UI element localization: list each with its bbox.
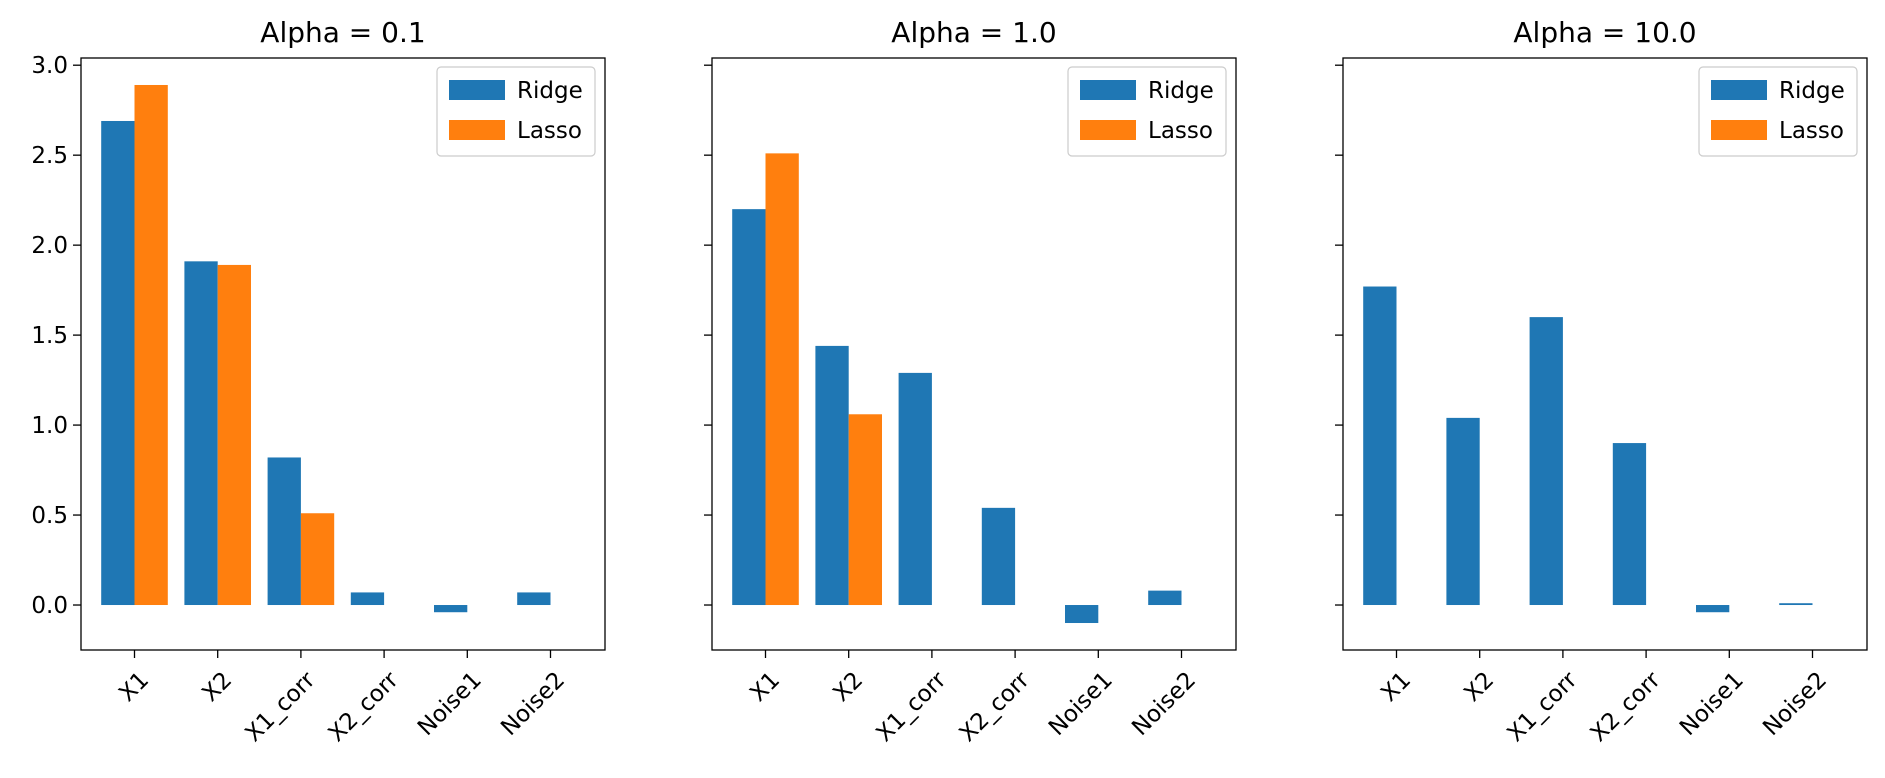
chart-title: Alpha = 1.0 xyxy=(891,16,1056,49)
y-tick-label: 3.0 xyxy=(31,53,68,79)
bar-lasso-x1 xyxy=(765,153,799,606)
bar-ridge-x1 xyxy=(732,209,766,606)
y-tick-label: 1.5 xyxy=(31,323,68,349)
legend: Ridge Lasso xyxy=(436,66,596,157)
legend-swatch-ridge xyxy=(1711,80,1767,100)
legend-swatch-ridge xyxy=(449,80,505,100)
axes-frame xyxy=(711,57,1237,651)
x-tick-label-noise2: Noise2 xyxy=(1127,667,1201,741)
x-tick-label-x1_corr: X1_corr xyxy=(240,667,320,747)
x-tick-label-noise1: Noise1 xyxy=(1044,667,1118,741)
legend-label-ridge: Ridge xyxy=(517,78,583,104)
x-tick-label-x1_corr: X1_corr xyxy=(1502,667,1582,747)
bar-ridge-x2_corr xyxy=(1612,443,1647,606)
x-tick-label-x2: X2 xyxy=(197,667,237,707)
bar-ridge-x1_corr xyxy=(267,457,301,606)
legend: Ridge Lasso xyxy=(1067,66,1227,157)
bar-lasso-x2 xyxy=(848,414,882,606)
x-tick-label-x1: X1 xyxy=(114,667,154,707)
x-tick-label-noise2: Noise2 xyxy=(496,667,570,741)
x-tick-label-noise2: Noise2 xyxy=(1758,667,1832,741)
legend-swatch-ridge xyxy=(1080,80,1136,100)
legend-label-lasso: Lasso xyxy=(1148,118,1213,144)
x-tick-label-x2_corr: X2_corr xyxy=(955,667,1035,747)
axes-frame xyxy=(1342,57,1868,651)
legend-label-ridge: Ridge xyxy=(1779,78,1845,104)
subplot-3: X1 X2 X1_corr X2_corr Noise1 Noise2 Alpha = 10… xyxy=(1335,16,1868,747)
legend-swatch-lasso xyxy=(1080,120,1136,140)
x-tick-label-x2: X2 xyxy=(1459,667,1499,707)
bar-ridge-noise1 xyxy=(1696,605,1730,613)
x-tick-label-x1: X1 xyxy=(1376,667,1416,707)
x-tick-label-noise1: Noise1 xyxy=(1675,667,1749,741)
subplot-2: X1 X2 X1_corr X2_corr Noise1 Noise2 Alpha = 1.… xyxy=(704,16,1237,747)
bar-ridge-x2_corr xyxy=(350,592,385,606)
x-tick-label-x2_corr: X2_corr xyxy=(324,667,404,747)
legend-label-lasso: Lasso xyxy=(517,118,582,144)
x-tick-label-x1: X1 xyxy=(745,667,785,707)
bar-lasso-x1 xyxy=(134,84,168,606)
x-tick-label-noise1: Noise1 xyxy=(413,667,487,741)
bar-ridge-x1_corr xyxy=(1529,317,1563,606)
bar-ridge-noise1 xyxy=(1065,605,1099,624)
x-tick-label-x2_corr: X2_corr xyxy=(1586,667,1666,747)
y-tick-label: 0.5 xyxy=(31,503,68,529)
legend-swatch-lasso xyxy=(1711,120,1767,140)
x-tick-label-x2: X2 xyxy=(828,667,868,707)
legend-label-ridge: Ridge xyxy=(1148,78,1214,104)
bar-ridge-x1 xyxy=(101,120,135,606)
bar-ridge-x2 xyxy=(815,345,849,606)
subplot-1: 0.00.51.01.52.02.53.0X1 X2 X1_corr X2_corr N… xyxy=(31,16,606,747)
bar-lasso-x1_corr xyxy=(300,513,335,606)
chart-title: Alpha = 10.0 xyxy=(1513,16,1696,49)
bar-ridge-noise2 xyxy=(1779,603,1813,606)
bar-ridge-x2_corr xyxy=(981,507,1016,606)
bar-lasso-x2 xyxy=(217,264,251,606)
bar-ridge-x1_corr xyxy=(898,372,932,606)
y-tick-label: 2.5 xyxy=(31,143,68,169)
y-tick-label: 2.0 xyxy=(31,233,68,259)
bar-ridge-noise2 xyxy=(517,592,551,606)
legend-label-lasso: Lasso xyxy=(1779,118,1844,144)
legend-swatch-lasso xyxy=(449,120,505,140)
y-tick-label: 1.0 xyxy=(31,413,68,439)
legend: Ridge Lasso xyxy=(1698,66,1858,157)
bar-ridge-x2 xyxy=(184,261,218,606)
x-tick-label-x1_corr: X1_corr xyxy=(871,667,951,747)
bar-ridge-noise2 xyxy=(1148,590,1182,606)
bar-ridge-noise1 xyxy=(434,605,468,613)
axes-frame xyxy=(80,57,606,651)
bar-ridge-x1 xyxy=(1363,286,1397,606)
chart-title: Alpha = 0.1 xyxy=(260,16,425,49)
bar-ridge-x2 xyxy=(1446,417,1480,606)
y-tick-label: 0.0 xyxy=(31,593,68,619)
